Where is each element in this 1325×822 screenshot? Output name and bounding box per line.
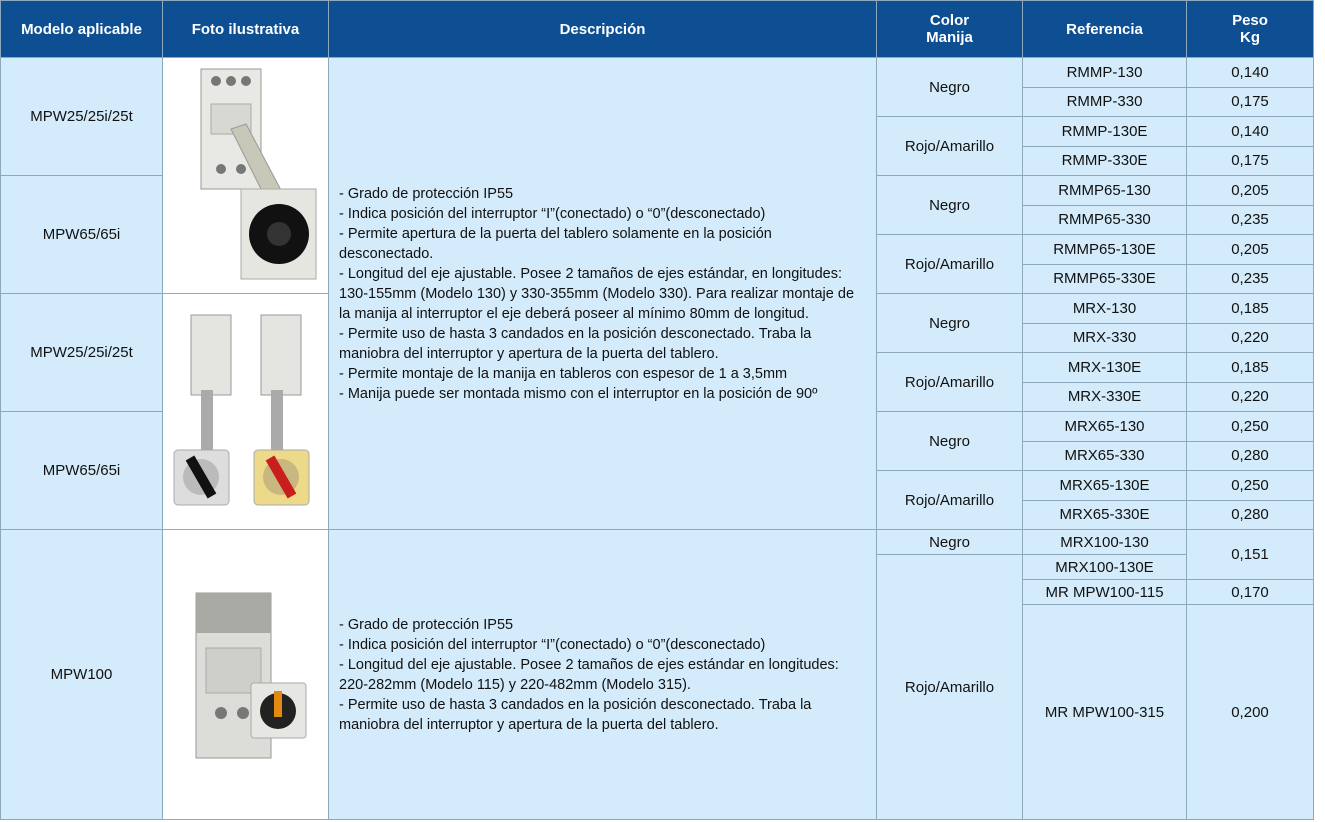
model: MPW25/25i/25t <box>0 57 163 176</box>
column-header: Referencia <box>1022 0 1187 58</box>
column-header: Modelo aplicable <box>0 0 163 58</box>
description-item: - Longitud del eje ajustable. Posee 2 ta… <box>339 265 855 322</box>
model: MPW65/65i <box>0 411 163 530</box>
color: Rojo/Amarillo <box>876 352 1023 412</box>
description-item: - Indica posición del interruptor “I”(co… <box>339 636 766 653</box>
header-row: Modelo aplicable Foto ilustrativa Descri… <box>0 0 1314 58</box>
color: Negro <box>876 175 1023 235</box>
description-item: - Permite uso de hasta 3 candados en la … <box>339 325 812 362</box>
description-item: - Permite uso de hasta 3 candados en la … <box>339 696 812 733</box>
photo <box>162 293 329 530</box>
description-item: - Permite montaje de la manija en tabler… <box>339 365 788 382</box>
model: MPW100 <box>0 529 163 820</box>
color: Rojo/Amarillo <box>876 470 1023 530</box>
weight: 0,185 <box>1186 293 1314 324</box>
weight: 0,235 <box>1186 204 1314 235</box>
color: Negro <box>876 529 1023 555</box>
weight: 0,250 <box>1186 470 1314 501</box>
column-header: Foto ilustrativa <box>162 0 329 58</box>
description-item: - Manija puede ser montada mismo con el … <box>339 385 818 402</box>
color: Rojo/Amarillo <box>876 234 1023 294</box>
weight: 0,175 <box>1186 86 1314 117</box>
weight: 0,220 <box>1186 381 1314 412</box>
reference: MRX-130 <box>1022 293 1187 324</box>
model: MPW25/25i/25t <box>0 293 163 412</box>
column-header: Descripción <box>328 0 877 58</box>
color: Rojo/Amarillo <box>876 554 1023 820</box>
weight: 0,220 <box>1186 322 1314 353</box>
reference: MRX-330 <box>1022 322 1187 353</box>
reference: RMMP-130E <box>1022 116 1187 147</box>
photo <box>162 529 329 820</box>
reference: MRX65-330 <box>1022 440 1187 471</box>
reference: MRX-330E <box>1022 381 1187 412</box>
color: Rojo/Amarillo <box>876 116 1023 176</box>
reference: RMMP-330 <box>1022 86 1187 117</box>
description-item: - Permite apertura de la puerta del tabl… <box>339 225 772 262</box>
weight: 0,280 <box>1186 499 1314 530</box>
reference: RMMP-330E <box>1022 145 1187 176</box>
description-item: - Longitud del eje ajustable. Posee 2 ta… <box>339 656 839 693</box>
reference: RMMP65-130E <box>1022 234 1187 265</box>
reference: RMMP65-130 <box>1022 175 1187 206</box>
reference: MRX65-130E <box>1022 470 1187 501</box>
color: Negro <box>876 57 1023 117</box>
reference: MR MPW100-115 <box>1022 579 1187 605</box>
description: - Grado de protección IP55 - Indica posic… <box>328 529 877 820</box>
weight: 0,235 <box>1186 263 1314 294</box>
color: Negro <box>876 293 1023 353</box>
photo-illustration <box>173 314 309 505</box>
photo-illustration <box>195 592 306 758</box>
weight: 0,140 <box>1186 57 1314 88</box>
description-item: - Indica posición del interruptor “I”(co… <box>339 205 766 222</box>
weight: 0,185 <box>1186 352 1314 383</box>
weight: 0,250 <box>1186 411 1314 442</box>
column-header: Color Manija <box>876 0 1023 58</box>
reference: MRX100-130E <box>1022 554 1187 580</box>
model: MPW65/65i <box>0 175 163 294</box>
description-item: - Grado de protección IP55 <box>339 185 514 202</box>
weight: 0,170 <box>1186 579 1314 605</box>
color: Negro <box>876 411 1023 471</box>
weight: 0,280 <box>1186 440 1314 471</box>
description-item: - Grado de protección IP55 <box>339 616 514 633</box>
photo-illustration <box>200 68 316 279</box>
weight: 0,151 <box>1186 529 1314 580</box>
reference: MRX65-130 <box>1022 411 1187 442</box>
description: - Grado de protección IP55 - Indica posic… <box>328 57 877 530</box>
column-header: Peso Kg <box>1186 0 1314 58</box>
reference: RMMP-130 <box>1022 57 1187 88</box>
photo <box>162 57 329 294</box>
weight: 0,205 <box>1186 175 1314 206</box>
weight: 0,140 <box>1186 116 1314 147</box>
reference: MRX-130E <box>1022 352 1187 383</box>
weight: 0,175 <box>1186 145 1314 176</box>
reference: MRX100-130 <box>1022 529 1187 555</box>
reference: RMMP65-330E <box>1022 263 1187 294</box>
reference: MR MPW100-315 <box>1022 604 1187 820</box>
reference: MRX65-330E <box>1022 499 1187 530</box>
reference: RMMP65-330 <box>1022 204 1187 235</box>
weight: 0,200 <box>1186 604 1314 820</box>
weight: 0,205 <box>1186 234 1314 265</box>
